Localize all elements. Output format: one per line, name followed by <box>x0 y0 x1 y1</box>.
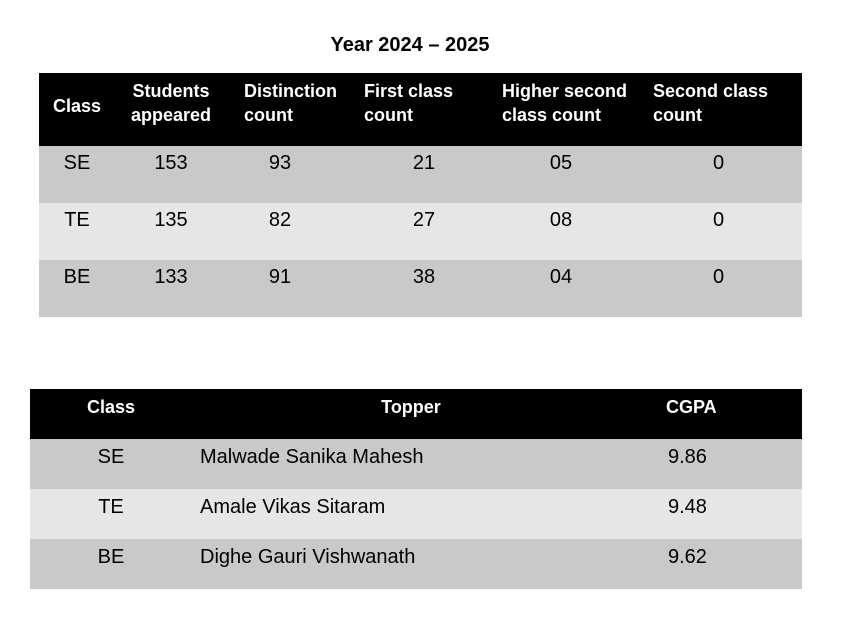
header-topper-cgpa: CGPA <box>630 389 802 439</box>
cell-first-class: 27 <box>347 203 487 260</box>
header-second-class-line2: count <box>653 105 702 125</box>
cell-higher-second: 08 <box>487 203 635 260</box>
table-row: BE 133 91 38 04 0 <box>39 260 802 317</box>
cell-topper-cgpa: 9.62 <box>630 539 802 589</box>
cell-higher-second: 05 <box>487 146 635 203</box>
cell-topper-class: SE <box>30 439 192 489</box>
cell-distinction: 82 <box>227 203 347 260</box>
cell-higher-second: 04 <box>487 260 635 317</box>
cell-class: SE <box>39 146 115 203</box>
results-header-row: Class Students appeared Distinction coun… <box>39 73 802 146</box>
cell-topper-name: Dighe Gauri Vishwanath <box>192 539 630 589</box>
table-row: SE 153 93 21 05 0 <box>39 146 802 203</box>
table-row: TE 135 82 27 08 0 <box>39 203 802 260</box>
header-students-appeared-line2: appeared <box>130 105 212 125</box>
cell-topper-class: BE <box>30 539 192 589</box>
header-topper-class: Class <box>30 389 192 439</box>
cell-distinction: 91 <box>227 260 347 317</box>
header-higher-second-line1: Higher second <box>502 81 628 101</box>
table-row: BE Dighe Gauri Vishwanath 9.62 <box>30 539 802 589</box>
header-distinction-count: Distinction count <box>227 73 347 146</box>
header-students-appeared: Students appeared <box>115 73 227 146</box>
header-second-class-count: Second class count <box>635 73 802 146</box>
header-second-class-line1: Second class <box>653 81 769 101</box>
cell-distinction: 93 <box>227 146 347 203</box>
header-topper-name: Topper <box>192 389 630 439</box>
cell-first-class: 38 <box>347 260 487 317</box>
header-distinction-line1: Distinction <box>244 81 337 101</box>
table-row: SE Malwade Sanika Mahesh 9.86 <box>30 439 802 489</box>
header-first-class-count: First class count <box>347 73 487 146</box>
cell-second-class: 0 <box>635 203 802 260</box>
cell-students-appeared: 133 <box>115 260 227 317</box>
header-class: Class <box>39 73 115 146</box>
cell-students-appeared: 135 <box>115 203 227 260</box>
cell-topper-cgpa: 9.48 <box>630 489 802 539</box>
cell-class: BE <box>39 260 115 317</box>
header-higher-second-class-count: Higher second class count <box>487 73 635 146</box>
header-distinction-line2: count <box>244 105 293 125</box>
cell-second-class: 0 <box>635 260 802 317</box>
toppers-table: Class Topper CGPA SE Malwade Sanika Mahe… <box>30 389 802 589</box>
cell-first-class: 21 <box>347 146 487 203</box>
page-title: Year 2024 – 2025 <box>330 34 490 56</box>
cell-students-appeared: 153 <box>115 146 227 203</box>
table-row: TE Amale Vikas Sitaram 9.48 <box>30 489 802 539</box>
results-table: Class Students appeared Distinction coun… <box>39 73 802 317</box>
cell-class: TE <box>39 203 115 260</box>
cell-topper-name: Malwade Sanika Mahesh <box>192 439 630 489</box>
cell-topper-cgpa: 9.86 <box>630 439 802 489</box>
cell-second-class: 0 <box>635 146 802 203</box>
cell-topper-name: Amale Vikas Sitaram <box>192 489 630 539</box>
header-higher-second-line2: class count <box>502 105 602 125</box>
header-first-class-line2: count <box>364 105 413 125</box>
toppers-header-row: Class Topper CGPA <box>30 389 802 439</box>
header-students-appeared-line1: Students <box>132 81 210 101</box>
header-first-class-line1: First class <box>364 81 454 101</box>
cell-topper-class: TE <box>30 489 192 539</box>
